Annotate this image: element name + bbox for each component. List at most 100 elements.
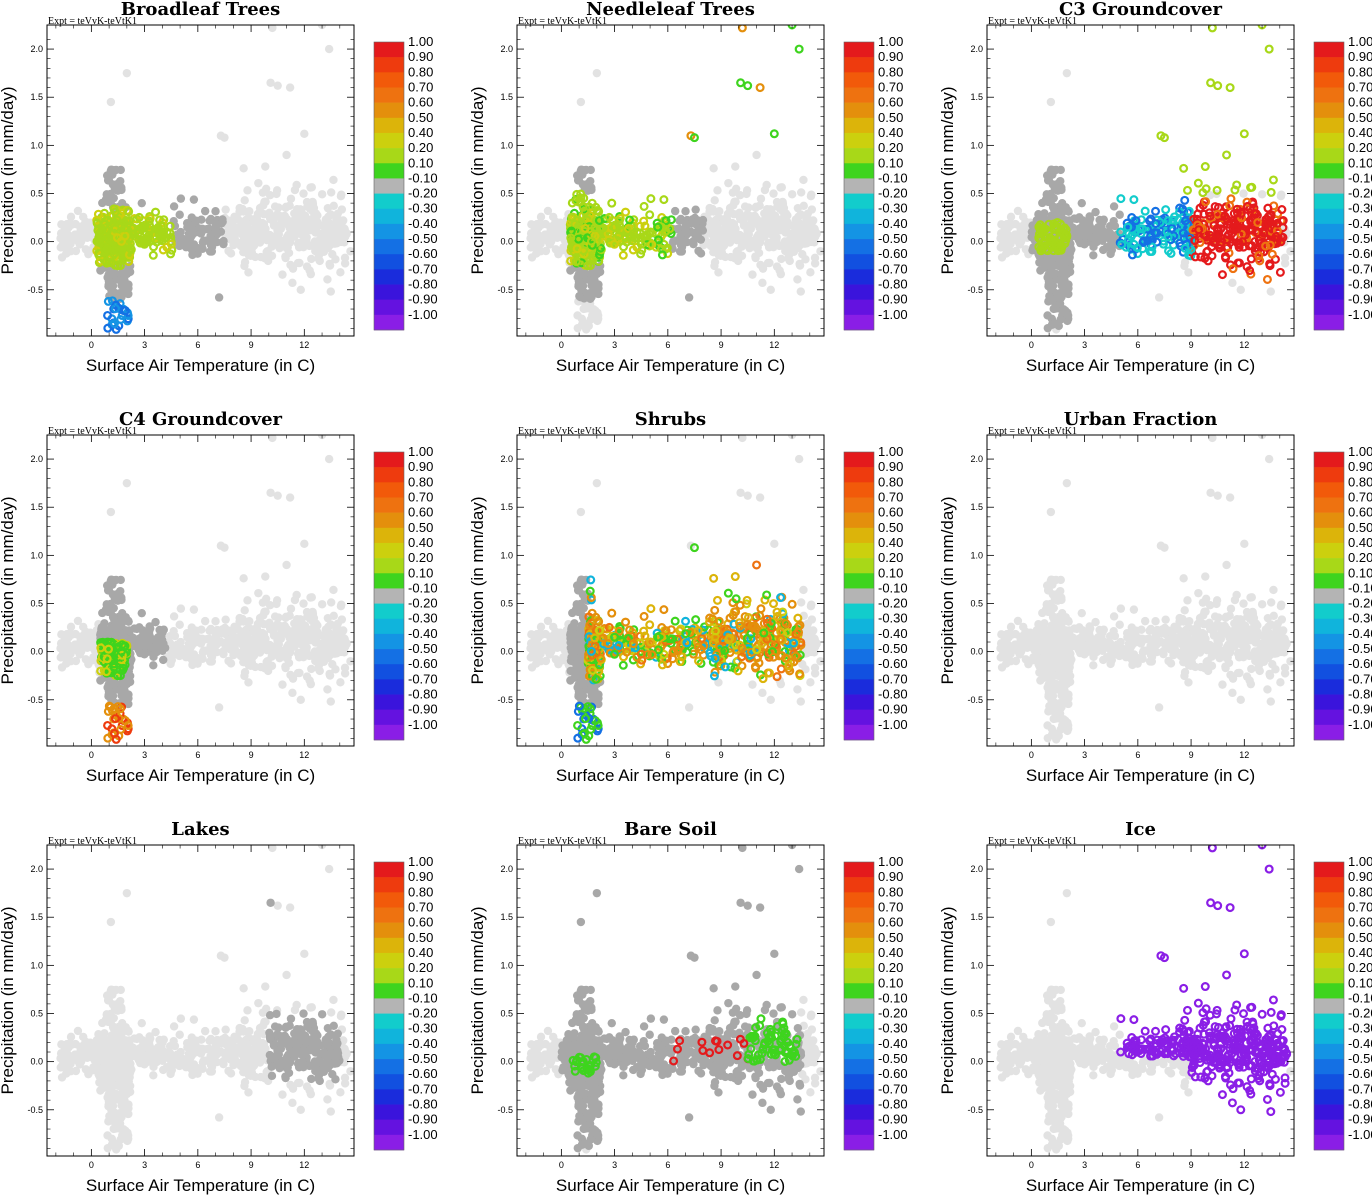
data-point [1064, 207, 1073, 216]
colorbar-swatch [374, 223, 404, 240]
data-point-colored [1127, 250, 1137, 260]
plot-frame [516, 24, 825, 337]
colorbar-label: 1.00 [1348, 34, 1372, 49]
data-point [282, 645, 291, 654]
data-point [324, 44, 334, 54]
colorbar-swatch [374, 132, 404, 149]
y-axis-label: Precipitation (in mm/day) [0, 86, 17, 274]
data-point [709, 228, 718, 238]
colorbar-swatch [844, 208, 874, 225]
data-point [317, 600, 327, 609]
data-point-colored [144, 216, 154, 226]
data-point [212, 228, 222, 238]
data-point [111, 165, 121, 175]
data-point [220, 543, 229, 552]
data-point [546, 237, 556, 246]
colorbar-swatch [844, 87, 874, 103]
colorbar-swatch [1314, 57, 1344, 73]
data-point [1099, 229, 1108, 238]
data-point [205, 247, 215, 256]
colorbar-swatch [374, 239, 404, 255]
colorbar-swatch [374, 299, 404, 316]
data-point [303, 202, 312, 211]
data-point [319, 638, 328, 648]
data-point [199, 236, 208, 246]
data-point [681, 219, 691, 228]
x-tick-label: 6 [1135, 340, 1140, 350]
colorbar: 1.000.900.800.700.600.500.400.200.10-0.1… [373, 34, 438, 331]
x-axis-label: Surface Air Temperature (in C) [86, 766, 315, 785]
data-point [758, 688, 767, 698]
colorbar: 1.000.900.800.700.600.500.400.200.10-0.1… [1313, 34, 1372, 331]
data-point [177, 240, 186, 249]
data-point [319, 228, 328, 238]
data-point [267, 644, 277, 653]
data-point [149, 661, 158, 670]
data-point [261, 197, 270, 206]
colorbar-label: -1.00 [408, 307, 438, 322]
expt-label: Expt = teVvK-teVtK1 [518, 16, 607, 27]
data-point-colored [645, 210, 655, 220]
data-point-colored [1116, 194, 1126, 204]
data-point-colored [647, 240, 657, 250]
y-tick-label: 1.5 [970, 92, 983, 102]
data-point [109, 679, 119, 689]
data-point [326, 210, 336, 219]
x-tick-label: 12 [299, 340, 309, 350]
data-point [272, 596, 282, 605]
data-point-colored [653, 222, 663, 232]
data-point [221, 205, 230, 214]
data-point [1084, 231, 1093, 240]
data-point [81, 217, 90, 226]
data-point [1277, 190, 1286, 199]
colorbar-swatch [1314, 254, 1344, 270]
plot-frame [46, 24, 355, 337]
colorbar-label: -0.80 [408, 277, 438, 292]
colorbar-swatch [1314, 132, 1344, 149]
data-point-colored [115, 299, 125, 309]
data-point [124, 617, 133, 626]
data-point [137, 608, 146, 618]
y-tick-label: 1.0 [970, 140, 983, 150]
data-point-colored [1277, 205, 1287, 215]
colorbar-swatch [844, 254, 874, 270]
colorbar-label: -0.50 [878, 231, 908, 246]
data-point [105, 280, 115, 289]
colorbar-label: -0.60 [408, 246, 438, 261]
data-point [796, 697, 805, 706]
y-tick-label: 0.5 [500, 188, 513, 198]
data-point [169, 612, 179, 621]
y-tick-label: 0.5 [970, 188, 983, 198]
data-point [532, 659, 541, 668]
data-point [239, 574, 248, 583]
y-tick-label: -0.5 [967, 285, 983, 295]
data-point [261, 184, 271, 193]
colorbar-swatch [374, 452, 404, 468]
data-point [306, 634, 315, 644]
data-point [735, 190, 745, 200]
data-point [300, 129, 309, 139]
data-point [200, 616, 210, 626]
data-point [735, 211, 745, 221]
data-point [261, 594, 271, 603]
data-point [189, 240, 199, 249]
data-point [1205, 190, 1215, 200]
colorbar-label: -1.00 [1348, 307, 1372, 322]
data-point-colored [590, 223, 600, 233]
data-point [329, 175, 338, 185]
colorbar-swatch [1314, 284, 1344, 300]
data-point [211, 629, 221, 638]
colorbar-swatch [374, 542, 404, 559]
data-point [587, 281, 596, 290]
data-point-colored [1239, 129, 1249, 139]
data-point [1266, 287, 1275, 296]
data-point [329, 585, 338, 595]
x-tick-label: 12 [299, 750, 309, 760]
colorbar-swatch [1314, 299, 1344, 316]
data-point-colored [154, 223, 164, 233]
x-axis-label: Surface Air Temperature (in C) [556, 356, 785, 375]
data-point-colored [160, 233, 170, 243]
data-point [756, 194, 766, 203]
data-point [243, 186, 252, 195]
data-point [285, 201, 294, 210]
